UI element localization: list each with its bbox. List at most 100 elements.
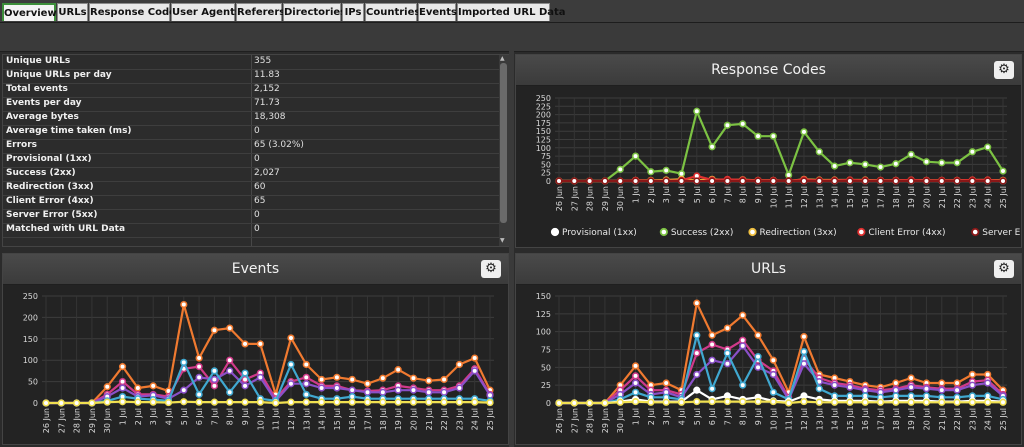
data-point — [693, 349, 701, 357]
data-point — [210, 326, 219, 334]
data-point — [570, 399, 578, 407]
x-tick-label: 27 Jun — [57, 408, 66, 433]
data-point — [861, 177, 869, 185]
x-tick-label: 20 Jul — [409, 408, 418, 430]
data-point — [800, 360, 808, 368]
legend-item: Server Error (5xx) — [982, 228, 1021, 238]
y-tick-label: 75 — [541, 152, 551, 161]
y-tick-label: 50 — [541, 160, 551, 169]
data-point — [73, 399, 81, 407]
data-point — [302, 373, 310, 381]
data-point — [968, 370, 976, 379]
y-tick-label: 100 — [23, 356, 38, 365]
data-point — [616, 177, 624, 185]
x-tick-label: 9 Jul — [754, 408, 763, 425]
stat-value: 0 — [254, 126, 260, 136]
x-tick-label: 1 Jul — [119, 408, 128, 425]
tab-imported-url-data[interactable]: Imported URL Data — [457, 3, 566, 21]
stat-value: 0 — [254, 210, 260, 220]
stat-row: Client Error (4xx) 65 — [3, 195, 499, 210]
stats-scrollbar[interactable]: ▲ ▼ — [499, 55, 509, 246]
data-point — [210, 367, 219, 375]
data-point — [999, 167, 1007, 175]
data-point — [226, 356, 234, 364]
panel-splitter[interactable] — [509, 51, 514, 447]
data-point — [195, 363, 203, 371]
tab-countries[interactable]: Countries — [365, 3, 420, 21]
data-point — [723, 392, 732, 400]
data-point — [409, 386, 418, 394]
stat-value: 65 (3.02%) — [254, 140, 304, 150]
tab-urls[interactable]: URLs — [57, 3, 88, 21]
data-point — [754, 331, 762, 339]
data-point — [754, 177, 762, 185]
gear-icon[interactable]: ⚙ — [994, 61, 1014, 79]
scroll-down-icon[interactable]: ▼ — [500, 237, 505, 244]
data-point — [631, 379, 640, 387]
data-point — [180, 358, 188, 366]
data-point — [631, 177, 640, 185]
y-tick-label: 175 — [536, 119, 551, 128]
gear-icon[interactable]: ⚙ — [481, 260, 501, 278]
data-point — [210, 375, 219, 384]
tab-overview[interactable]: Overview — [2, 3, 57, 21]
tab-user-agents[interactable]: User Agents — [171, 3, 241, 21]
x-tick-label: 12 Jul — [800, 408, 809, 430]
data-point — [984, 379, 992, 387]
x-tick-label: 11 Jul — [785, 186, 794, 208]
data-point — [348, 398, 356, 406]
scroll-up-icon[interactable]: ▲ — [500, 55, 505, 62]
tab-response-codes[interactable]: Response Codes — [89, 3, 182, 21]
x-tick-label: 10 Jul — [769, 186, 778, 208]
y-tick-label: 100 — [536, 328, 551, 337]
x-tick-label: 16 Jul — [861, 408, 870, 430]
data-point — [555, 177, 563, 185]
tab-events[interactable]: Events — [418, 3, 457, 21]
scroll-thumb[interactable] — [500, 63, 507, 223]
data-point — [471, 354, 479, 362]
x-tick-label: 15 Jul — [333, 408, 342, 430]
series-line — [559, 334, 1004, 405]
data-point — [861, 398, 869, 406]
data-point — [180, 386, 188, 394]
data-point — [103, 383, 111, 391]
y-tick-label: 150 — [536, 292, 551, 301]
data-point — [723, 177, 732, 185]
x-tick-label: 5 Jul — [180, 408, 189, 425]
data-point — [662, 379, 670, 387]
data-point — [570, 177, 578, 185]
series-line — [46, 400, 491, 405]
data-point — [739, 397, 747, 406]
tab-directories[interactable]: Directories — [283, 3, 346, 21]
data-point — [662, 177, 670, 185]
data-point — [723, 324, 732, 332]
data-point — [830, 398, 839, 406]
data-point — [455, 360, 463, 369]
stat-row: Errors 65 (3.02%) — [3, 139, 499, 154]
stat-value: 65 — [254, 196, 266, 206]
x-tick-label: 27 Jun — [570, 186, 579, 211]
x-tick-label: 7 Jul — [723, 408, 732, 425]
x-tick-label: 14 Jul — [831, 186, 840, 208]
data-point — [256, 340, 264, 348]
x-tick-label: 1 Jul — [632, 186, 641, 203]
tab-ips[interactable]: IPs — [342, 3, 364, 21]
x-tick-label: 5 Jul — [693, 186, 702, 203]
data-point — [800, 177, 808, 185]
stat-value: 18,308 — [254, 112, 286, 122]
data-point — [769, 397, 777, 406]
legend-item: Client Error (4xx) — [868, 228, 945, 238]
x-tick-label: 14 Jul — [831, 408, 840, 430]
x-tick-label: 25 Jul — [999, 186, 1008, 208]
stat-row: Unique URLs 355 — [3, 55, 499, 70]
data-point — [586, 177, 594, 185]
x-tick-label: 7 Jul — [723, 186, 732, 203]
data-point — [149, 398, 157, 406]
data-point — [195, 354, 203, 362]
data-point — [754, 397, 762, 406]
data-point — [134, 384, 142, 392]
tab-referers[interactable]: Referers — [236, 3, 285, 21]
data-point — [723, 397, 732, 406]
gear-icon[interactable]: ⚙ — [994, 260, 1014, 278]
x-tick-label: 13 Jul — [815, 186, 824, 208]
